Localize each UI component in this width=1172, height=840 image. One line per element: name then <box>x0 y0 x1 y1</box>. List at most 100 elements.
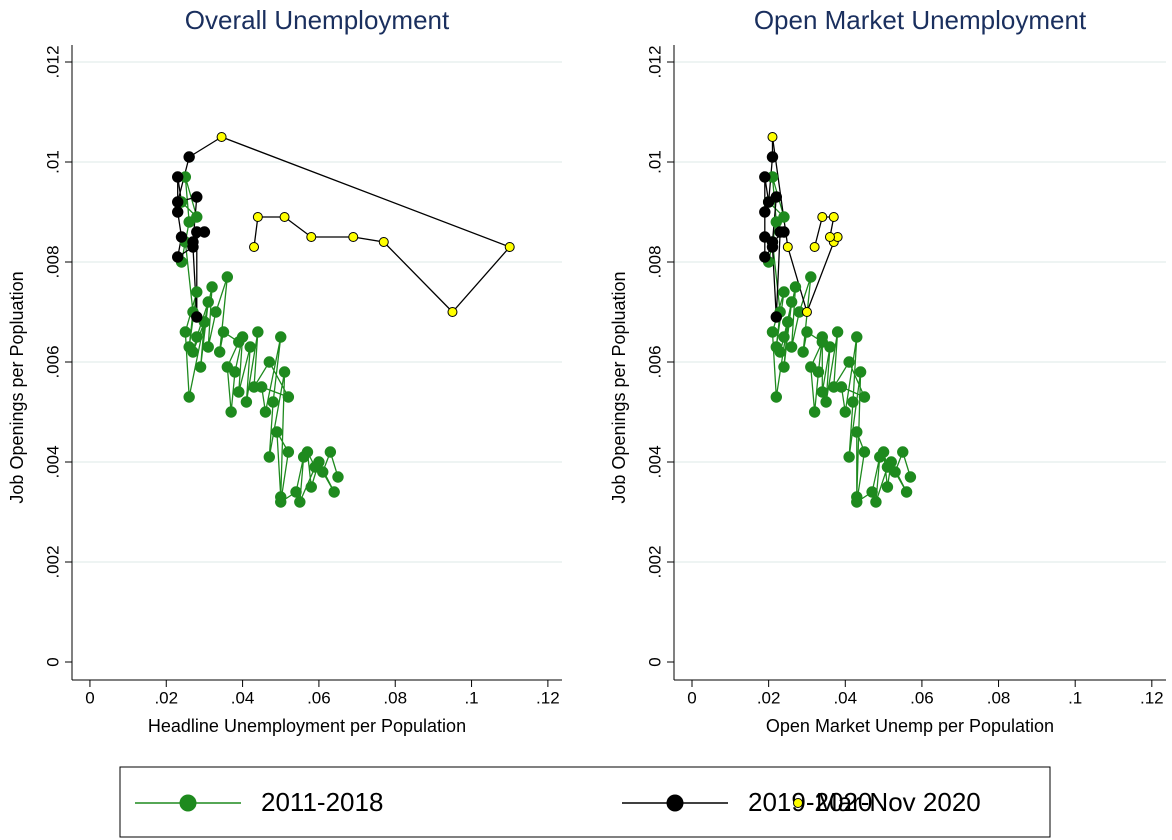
point <box>808 406 821 418</box>
point <box>183 151 195 163</box>
point <box>766 236 779 248</box>
point <box>217 326 230 338</box>
point <box>874 451 886 463</box>
point <box>191 286 203 298</box>
point <box>263 356 275 368</box>
point <box>828 381 840 393</box>
point <box>348 232 359 242</box>
plot-area <box>759 132 917 508</box>
point <box>816 336 828 348</box>
point <box>881 481 894 493</box>
point <box>191 331 203 343</box>
point <box>259 406 272 418</box>
y-tick-label: .002 <box>43 545 62 578</box>
x-tick-label: .06 <box>910 688 934 707</box>
x-axis-title: Open Market Unemp per Population <box>766 716 1054 736</box>
point <box>240 396 253 408</box>
x-tick-label: .02 <box>757 688 781 707</box>
point <box>267 396 279 408</box>
y-tick-label: .012 <box>645 45 664 78</box>
legend-box <box>119 766 1051 838</box>
x-tick-label: 0 <box>85 688 94 707</box>
point <box>282 446 295 458</box>
point <box>785 341 798 353</box>
point <box>839 406 851 418</box>
point <box>278 366 291 378</box>
point <box>851 491 863 503</box>
panel-title: Overall Unemployment <box>185 5 450 35</box>
y-tick-label: .012 <box>43 45 62 78</box>
y-tick-label: 0 <box>43 657 62 666</box>
point <box>271 426 283 438</box>
point <box>191 211 203 223</box>
point <box>198 226 211 238</box>
point <box>778 361 790 373</box>
point <box>225 406 237 418</box>
point <box>778 211 790 223</box>
point <box>816 386 828 398</box>
y-tick-label: .002 <box>645 545 664 578</box>
x-axis-title: Headline Unemployment per Population <box>148 716 466 736</box>
point <box>290 486 302 498</box>
point <box>328 486 340 498</box>
y-axis-title: Job Openings per Popluation <box>7 271 27 503</box>
y-tick-label: 0 <box>645 657 664 666</box>
point <box>824 232 835 242</box>
x-tick-label: .1 <box>1068 688 1082 707</box>
x-tick-label: .08 <box>987 688 1011 707</box>
x-tick-label: .04 <box>231 688 255 707</box>
point <box>294 496 306 508</box>
point <box>870 496 882 508</box>
point <box>797 346 809 358</box>
point <box>249 242 260 252</box>
point <box>759 206 771 218</box>
point <box>194 361 207 373</box>
point <box>252 212 263 222</box>
x-tick-label: .02 <box>154 688 178 707</box>
point <box>183 341 195 353</box>
point <box>817 212 828 222</box>
point <box>244 341 256 353</box>
legend-marker <box>793 798 803 808</box>
point <box>179 326 192 338</box>
point <box>805 361 817 373</box>
x-tick-label: .1 <box>464 688 478 707</box>
x-tick-label: .12 <box>1140 688 1164 707</box>
point <box>306 232 317 242</box>
point <box>221 361 234 373</box>
point <box>191 191 203 203</box>
point <box>175 231 188 243</box>
point <box>378 237 389 247</box>
point <box>216 132 227 142</box>
point <box>309 461 321 473</box>
point <box>282 391 295 403</box>
point <box>866 486 878 498</box>
point <box>851 426 863 438</box>
point <box>504 242 515 252</box>
point <box>904 471 917 483</box>
y-tick-label: .004 <box>43 445 62 478</box>
point <box>805 271 817 283</box>
legend-label: 2011-2018 <box>261 787 383 817</box>
point <box>847 396 859 408</box>
point <box>191 311 203 323</box>
x-tick-label: .06 <box>307 688 331 707</box>
point <box>447 307 458 317</box>
point <box>778 331 790 343</box>
point <box>900 486 913 498</box>
point <box>248 381 260 393</box>
x-tick-label: 0 <box>687 688 696 707</box>
point <box>766 326 779 338</box>
point <box>789 281 802 293</box>
point <box>778 286 790 298</box>
point <box>782 242 793 252</box>
y-tick-label: .006 <box>43 345 62 378</box>
point <box>172 251 184 263</box>
y-tick-label: .008 <box>645 245 664 278</box>
legend-label: 2019-2020 <box>748 787 872 817</box>
point <box>809 242 820 252</box>
point <box>801 326 813 338</box>
point <box>187 236 199 248</box>
